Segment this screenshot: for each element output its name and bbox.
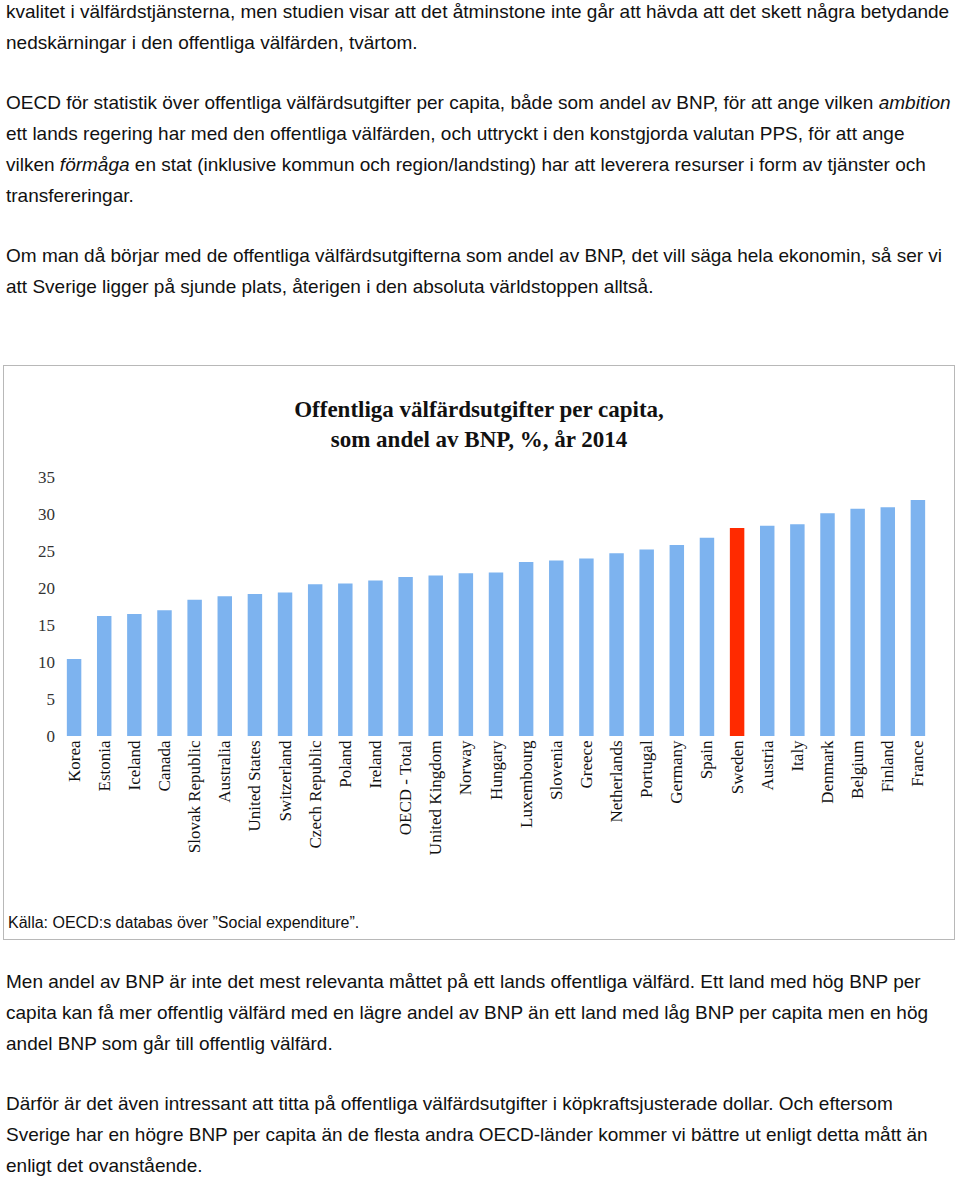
svg-text:15: 15 [38, 616, 55, 635]
svg-text:Australia: Australia [215, 740, 234, 803]
svg-text:Korea: Korea [65, 740, 84, 782]
svg-text:Switzerland: Switzerland [276, 740, 295, 822]
svg-text:Slovenia: Slovenia [547, 740, 566, 800]
svg-text:Greece: Greece [577, 740, 596, 788]
svg-text:United Kingdom: United Kingdom [426, 740, 445, 855]
html-text:Men andel av BNP är inte det m: Men andel av BNP är inte det mest releva… [6, 971, 929, 1054]
svg-text:5: 5 [47, 690, 56, 709]
svg-text:Luxembourg: Luxembourg [517, 740, 536, 828]
svg-text:Poland: Poland [336, 740, 355, 788]
html-text:kvalitet i välfärdstjänsterna,: kvalitet i välfärdstjänsterna, men studi… [6, 1, 950, 53]
html-text:Därför är det även intressant: Därför är det även intressant att titta … [6, 1093, 928, 1176]
svg-text:OECD - Total: OECD - Total [396, 740, 415, 835]
svg-text:25: 25 [38, 542, 55, 561]
svg-text:Estonia: Estonia [95, 740, 114, 791]
svg-text:France: France [908, 740, 927, 786]
svg-text:Spain: Spain [697, 740, 716, 779]
svg-text:Belgium: Belgium [848, 740, 867, 799]
svg-text:20: 20 [38, 579, 55, 598]
svg-text:Germany: Germany [667, 740, 686, 804]
html-text:Källa: OECD:s databas över ”So: Källa: OECD:s databas över ”Social expen… [8, 914, 360, 931]
svg-text:10: 10 [38, 653, 55, 672]
svg-text:Italy: Italy [788, 740, 807, 772]
svg-text:Finland: Finland [878, 740, 897, 792]
html-text:OECD för statistik över offent: OECD för statistik över offentliga välfä… [6, 92, 951, 113]
svg-text:Portugal: Portugal [637, 740, 656, 798]
svg-text:United States: United States [245, 740, 264, 831]
svg-text:Norway: Norway [456, 740, 475, 795]
svg-text:Austria: Austria [758, 740, 777, 791]
svg-text:Ireland: Ireland [366, 740, 385, 789]
svg-text:35: 35 [38, 468, 55, 487]
html-text:ett lands regering har med den: ett lands regering har med den offentlig… [6, 123, 926, 206]
svg-text:Iceland: Iceland [125, 740, 144, 791]
html-text:Om man då börjar med de offent: Om man då börjar med de offentliga välfä… [6, 245, 943, 297]
svg-text:Netherlands: Netherlands [607, 740, 626, 822]
svg-text:Canada: Canada [155, 740, 174, 791]
svg-text:Sweden: Sweden [728, 740, 747, 794]
svg-text:Czech Republic: Czech Republic [306, 740, 325, 849]
svg-text:Slovak Republic: Slovak Republic [185, 740, 204, 853]
svg-text:30: 30 [38, 505, 55, 524]
svg-text:0: 0 [47, 727, 56, 746]
svg-text:Offentliga välfärdsutgifter pe: Offentliga välfärdsutgifter per capita,s… [294, 397, 664, 452]
svg-text:Hungary: Hungary [487, 740, 506, 800]
svg-text:Denmark: Denmark [818, 740, 837, 804]
